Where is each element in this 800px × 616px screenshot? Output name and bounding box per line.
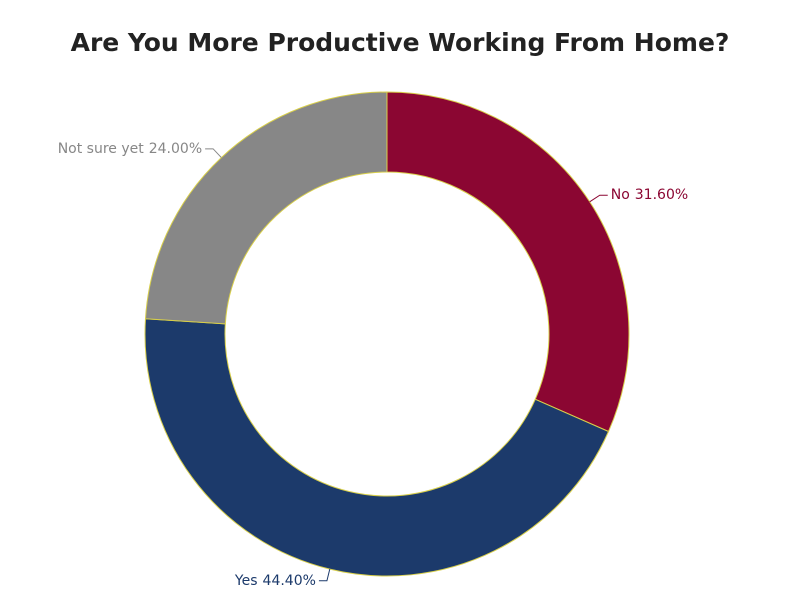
- data-label: No 31.60%: [611, 187, 688, 203]
- donut-slice: [144, 318, 610, 577]
- label-value: 31.60%: [635, 187, 688, 203]
- leader-line: [318, 569, 331, 582]
- label-category: Yes: [234, 573, 258, 589]
- label-value: 44.40%: [263, 573, 316, 589]
- leader-line: [589, 194, 608, 203]
- donut-slice: [386, 91, 630, 433]
- label-value: 24.00%: [149, 141, 202, 157]
- data-label: Yes 44.40%: [234, 573, 316, 589]
- label-category: No: [611, 187, 630, 203]
- donut-slice: [144, 91, 388, 325]
- chart-title: Are You More Productive Working From Hom…: [71, 28, 730, 57]
- leader-line: [205, 148, 222, 158]
- label-category: Not sure yet: [58, 141, 145, 157]
- data-label: Not sure yet 24.00%: [58, 141, 202, 157]
